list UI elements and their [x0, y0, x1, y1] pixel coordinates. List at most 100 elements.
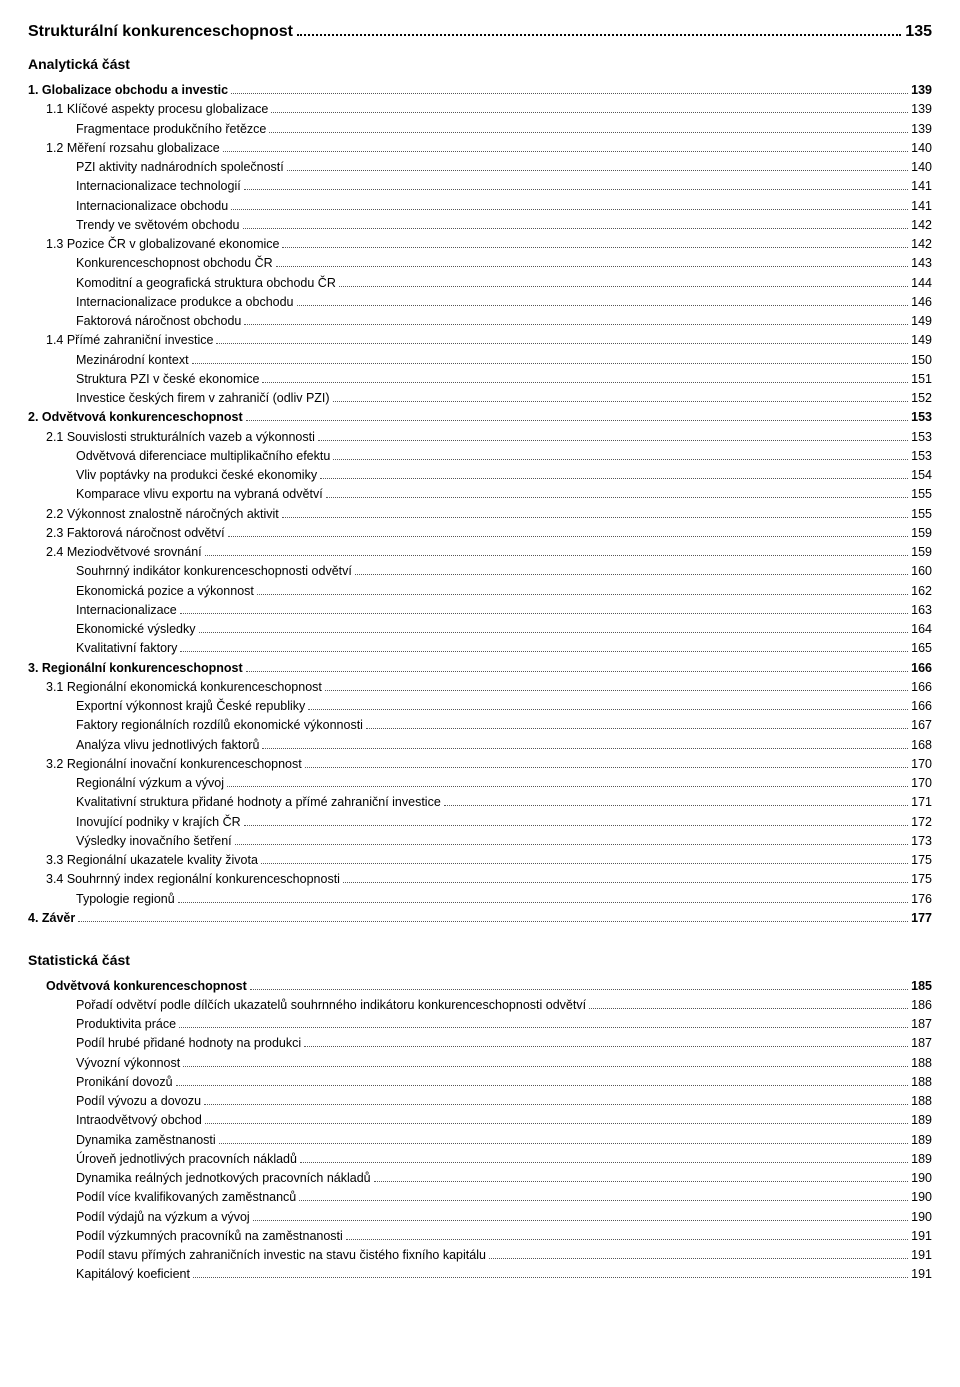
toc-entry-label: 1.1 Klíčové aspekty procesu globalizace	[46, 100, 268, 119]
toc-entry-dots	[244, 816, 908, 826]
toc-entry-page: 143	[911, 254, 932, 273]
toc-entry: Podíl výzkumných pracovníků na zaměstnan…	[76, 1227, 932, 1246]
toc-entry-label: 2.2 Výkonnost znalostně náročných aktivi…	[46, 505, 279, 524]
toc-entry: Internacionalizace obchodu141	[76, 197, 932, 216]
toc-entry-page: 164	[911, 620, 932, 639]
toc-entry-label: Dynamika reálných jednotkových pracovníc…	[76, 1169, 371, 1188]
toc-entry-dots	[297, 296, 909, 306]
toc-entry: Výsledky inovačního šetření173	[76, 832, 932, 851]
toc-entry: Podíl hrubé přidané hodnoty na produkci 1…	[76, 1034, 932, 1053]
toc-entry-page: 189	[911, 1131, 932, 1150]
heading-label: Strukturální konkurenceschopnost	[28, 20, 293, 44]
toc-entry-page: 140	[911, 158, 932, 177]
toc-entry-page: 175	[911, 870, 932, 889]
toc-entry-label: 3.1 Regionální ekonomická konkurencescho…	[46, 678, 322, 697]
toc-stat-list: Odvětvová konkurenceschopnost185Pořadí o…	[28, 977, 932, 1285]
toc-entry-label: Typologie regionů	[76, 890, 175, 909]
toc-entry-page: 141	[911, 197, 932, 216]
toc-entry: Inovující podniky v krajích ČR172	[76, 813, 932, 832]
toc-entry: Komoditní a geografická struktura obchod…	[76, 274, 932, 293]
toc-entry-label: Komparace vlivu exportu na vybraná odvět…	[76, 485, 323, 504]
toc-entry-label: Kvalitativní struktura přidané hodnoty a…	[76, 793, 441, 812]
toc-entry-label: 4. Závěr	[28, 909, 75, 928]
toc-entry-dots	[244, 315, 908, 325]
toc-entry-page: 151	[911, 370, 932, 389]
toc-entry: Kapitálový koeficient191	[76, 1265, 932, 1284]
toc-entry-label: Souhrnný indikátor konkurenceschopnosti …	[76, 562, 352, 581]
toc-entry-page: 150	[911, 351, 932, 370]
toc-entry: Úroveň jednotlivých pracovních nákladů18…	[76, 1150, 932, 1169]
toc-entry: 3.3 Regionální ukazatele kvality života1…	[46, 851, 932, 870]
toc-entry-dots	[216, 334, 908, 344]
toc-entry-dots	[228, 527, 909, 537]
toc-entry-label: Faktorová náročnost obchodu	[76, 312, 241, 331]
toc-entry-label: PZI aktivity nadnárodních společností	[76, 158, 284, 177]
toc-entry: PZI aktivity nadnárodních společností 140	[76, 158, 932, 177]
toc-entry-dots	[374, 1172, 909, 1182]
toc-entry-label: 2. Odvětvová konkurenceschopnost	[28, 408, 243, 427]
toc-entry: 1.4 Přímé zahraniční investice149	[46, 331, 932, 350]
toc-entry: Odvětvová diferenciace multiplikačního e…	[76, 447, 932, 466]
toc-entry-page: 166	[911, 678, 932, 697]
toc-entry-dots	[180, 604, 908, 614]
toc-entry-dots	[366, 719, 908, 729]
toc-entry-page: 140	[911, 139, 932, 158]
toc-entry-dots	[299, 1191, 908, 1201]
toc-entry: Internacionalizace163	[76, 601, 932, 620]
toc-entry-dots	[318, 431, 908, 441]
toc-entry-page: 141	[911, 177, 932, 196]
toc-entry-dots	[325, 681, 908, 691]
toc-entry-label: Ekonomická pozice a výkonnost	[76, 582, 254, 601]
toc-entry-dots	[180, 642, 908, 652]
toc-entry-page: 187	[911, 1034, 932, 1053]
toc-entry-page: 185	[911, 977, 932, 996]
toc-entry-label: Intraodvětvový obchod	[76, 1111, 202, 1130]
toc-entry-label: Podíl hrubé přidané hodnoty na produkci	[76, 1034, 301, 1053]
toc-entry-dots	[178, 893, 908, 903]
toc-entry-label: 1. Globalizace obchodu a investic	[28, 81, 228, 100]
toc-entry-label: Produktivita práce	[76, 1015, 176, 1034]
toc-entry-page: 139	[911, 81, 932, 100]
toc-entry-label: Pronikání dovozů	[76, 1073, 173, 1092]
toc-entry-dots	[205, 1114, 908, 1124]
toc-entry-label: 3.2 Regionální inovační konkurenceschopn…	[46, 755, 302, 774]
toc-entry-page: 177	[911, 909, 932, 928]
toc-entry-label: Dynamika zaměstnanosti	[76, 1131, 216, 1150]
toc-entry-label: Podíl více kvalifikovaných zaměstnanců	[76, 1188, 296, 1207]
toc-entry-label: 1.4 Přímé zahraniční investice	[46, 331, 213, 350]
toc-entry: 2. Odvětvová konkurenceschopnost153	[28, 408, 932, 427]
toc-entry-label: Faktory regionálních rozdílů ekonomické …	[76, 716, 363, 735]
toc-entry-label: Investice českých firem v zahraničí (odl…	[76, 389, 330, 408]
toc-entry-label: Analýza vlivu jednotlivých faktorů	[76, 736, 259, 755]
toc-entry-page: 190	[911, 1169, 932, 1188]
toc-entry-label: Fragmentace produkčního řetězce	[76, 120, 266, 139]
toc-entry: 2.4 Meziodvětvové srovnání159	[46, 543, 932, 562]
toc-entry: Dynamika zaměstnanosti 189	[76, 1131, 932, 1150]
toc-entry: 3.4 Souhrnný index regionální konkurence…	[46, 870, 932, 889]
toc-entry-label: Ekonomické výsledky	[76, 620, 196, 639]
toc-entry-page: 139	[911, 100, 932, 119]
toc-entry-label: 3.4 Souhrnný index regionální konkurence…	[46, 870, 340, 889]
toc-entry: Dynamika reálných jednotkových pracovníc…	[76, 1169, 932, 1188]
toc-entry-dots	[176, 1076, 909, 1086]
toc-entry: Trendy ve světovém obchodu142	[76, 216, 932, 235]
toc-entry: Vývozní výkonnost188	[76, 1054, 932, 1073]
toc-entry-page: 160	[911, 562, 932, 581]
toc-entry: Konkurenceschopnost obchodu ČR143	[76, 254, 932, 273]
toc-entry-label: Kapitálový koeficient	[76, 1265, 190, 1284]
toc-entry: Intraodvětvový obchod189	[76, 1111, 932, 1130]
toc-entry-dots	[262, 373, 908, 383]
toc-entry-label: 3.3 Regionální ukazatele kvality života	[46, 851, 258, 870]
toc-entry-label: Trendy ve světovém obchodu	[76, 216, 240, 235]
toc-entry: Produktivita práce187	[76, 1015, 932, 1034]
section-analytic-title: Analytická část	[28, 54, 932, 75]
toc-entry-page: 176	[911, 890, 932, 909]
toc-entry-dots	[304, 1037, 908, 1047]
toc-entry: Investice českých firem v zahraničí (odl…	[76, 389, 932, 408]
toc-entry: 4. Závěr 177	[28, 909, 932, 928]
toc-entry-dots	[250, 980, 908, 990]
toc-entry-dots	[271, 103, 908, 113]
toc-entry-dots	[320, 469, 908, 479]
toc-entry: Typologie regionů 176	[76, 890, 932, 909]
toc-entry-label: Odvětvová diferenciace multiplikačního e…	[76, 447, 330, 466]
